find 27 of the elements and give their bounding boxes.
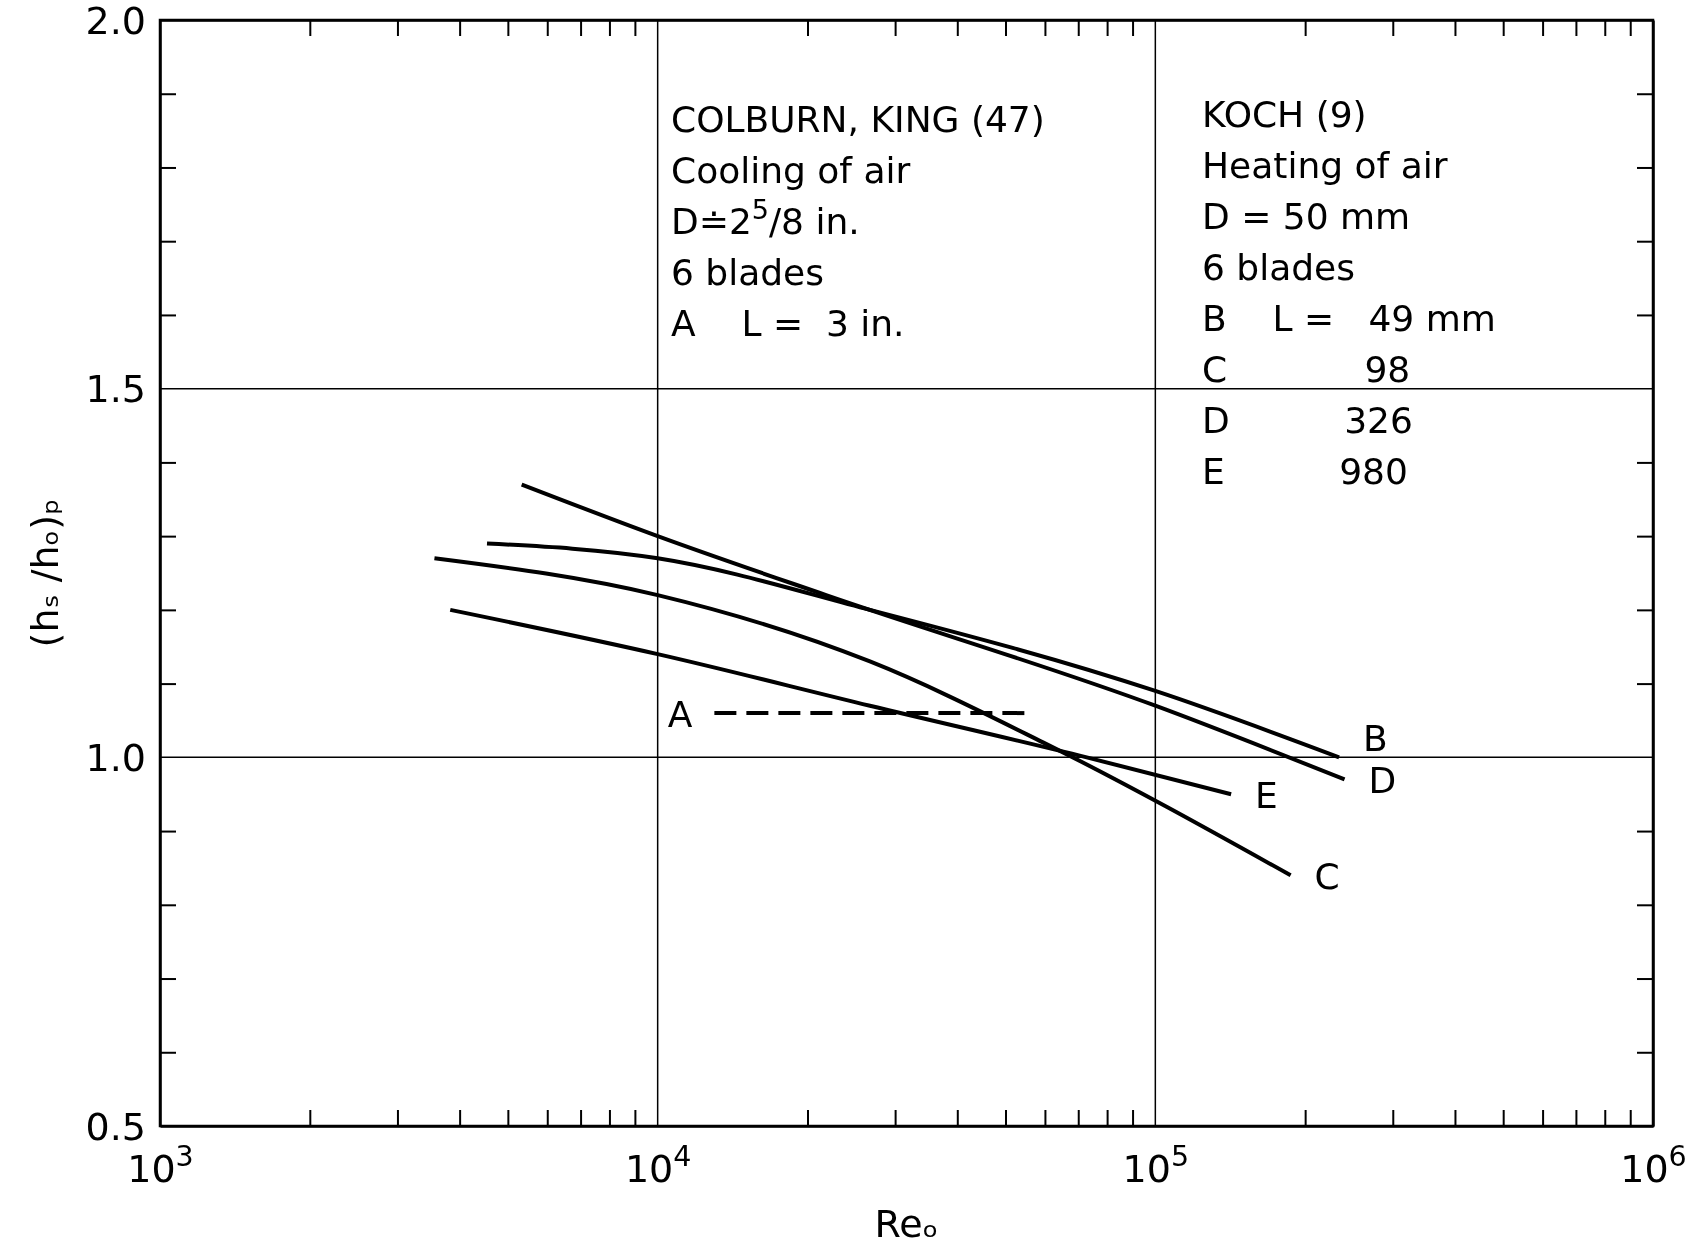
annotation: A L = 3 in. (671, 303, 905, 344)
y-tick-label: 1.0 (85, 735, 146, 780)
y-tick-label: 1.5 (85, 367, 146, 412)
y-tick-label: 0.5 (85, 1104, 146, 1149)
series-label: A (667, 694, 693, 736)
x-tick-label: 10$^{4}$ (624, 1139, 692, 1191)
x-tick-label: 10$^{5}$ (1122, 1139, 1190, 1191)
annotation: Heating of air (1202, 145, 1448, 186)
y-axis-title: (hₛ /hₒ)ₚ (23, 498, 67, 648)
annotation: B L = 49 mm (1202, 298, 1496, 339)
annotation: C 98 (1202, 349, 1411, 390)
annotation: Cooling of air (671, 150, 911, 191)
annotation: COLBURN, KING (47) (671, 99, 1045, 140)
series-label: D (1368, 760, 1397, 802)
y-tick-label: 2.0 (85, 0, 146, 43)
annotation: KOCH (9) (1202, 94, 1367, 135)
annotation: 6 blades (1202, 247, 1356, 288)
series-label: E (1255, 775, 1278, 817)
x-axis-title: Reₒ (874, 1202, 939, 1246)
annotation: 6 blades (671, 252, 825, 293)
annotation: D = 50 mm (1202, 196, 1411, 237)
annotation: E 980 (1202, 451, 1408, 492)
series-label: B (1363, 718, 1388, 760)
annotation: D≐2$^{5}$/8 in. (671, 193, 860, 242)
x-tick-label: 10$^{6}$ (1620, 1139, 1687, 1191)
series-label: C (1314, 856, 1340, 898)
annotation: D 326 (1202, 400, 1413, 441)
